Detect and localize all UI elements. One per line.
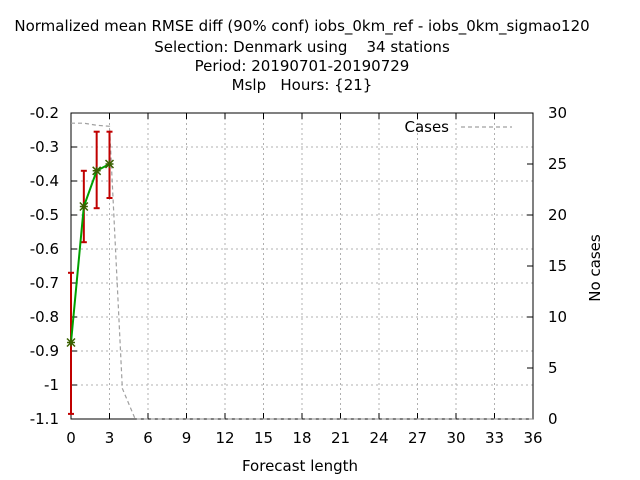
x-axis-label: Forecast length <box>242 457 358 475</box>
y2-axis-ticks: 30 25 20 15 10 5 0 <box>527 104 567 428</box>
legend: Cases <box>404 118 512 136</box>
data-point-marker <box>66 337 76 348</box>
x-tick-label: 36 <box>523 429 542 447</box>
y-tick-label: -0.5 <box>30 206 59 224</box>
data-point-marker <box>104 159 115 169</box>
x-axis-ticks: 0 3 6 9 12 15 18 21 24 27 30 33 36 <box>66 113 543 447</box>
y2-tick-label: 10 <box>548 308 567 326</box>
data-point-marker <box>79 201 89 212</box>
score-line <box>70 163 110 343</box>
y2-tick-label: 15 <box>548 257 567 275</box>
chart-title-line-1: Normalized mean RMSE diff (90% conf) iob… <box>14 17 590 35</box>
legend-label-cases: Cases <box>404 118 449 136</box>
x-tick-label: 21 <box>331 429 350 447</box>
y-tick-label: -0.7 <box>30 274 59 292</box>
x-tick-label: 6 <box>143 429 153 447</box>
x-tick-label: 18 <box>292 429 311 447</box>
y-tick-label: -0.8 <box>30 308 59 326</box>
x-tick-label: 0 <box>66 429 76 447</box>
x-tick-label: 15 <box>254 429 273 447</box>
y-tick-label: -0.2 <box>30 104 59 122</box>
y2-tick-label: 30 <box>548 104 567 122</box>
y-axis-ticks: -0.2 -0.3 -0.4 -0.5 -0.6 -0.7 -0.8 -0.9 -1 -1.1 <box>30 104 77 428</box>
y2-tick-label: 5 <box>548 359 558 377</box>
error-bars <box>68 130 113 415</box>
y-tick-label: -1 <box>44 376 59 394</box>
y2-tick-label: 0 <box>548 410 558 428</box>
data-point-marker <box>92 166 102 176</box>
x-tick-label: 24 <box>369 429 388 447</box>
x-tick-label: 3 <box>105 429 115 447</box>
x-tick-label: 33 <box>485 429 504 447</box>
x-tick-label: 30 <box>446 429 465 447</box>
x-tick-label: 27 <box>408 429 427 447</box>
y-tick-label: -0.4 <box>30 172 59 190</box>
y-tick-label: -0.6 <box>30 240 59 258</box>
chart-title-line-2: Selection: Denmark using 34 stations <box>154 38 450 56</box>
grid-lines <box>71 113 533 419</box>
y-tick-label: -1.1 <box>30 410 59 428</box>
y-tick-label: -0.3 <box>30 138 59 156</box>
y2-tick-label: 20 <box>548 206 567 224</box>
y-tick-label: -0.9 <box>30 342 59 360</box>
chart-title-line-3: Period: 20190701-20190729 <box>194 57 410 75</box>
y2-axis-label: No cases <box>586 234 604 302</box>
score-series <box>66 159 115 348</box>
chart-title-line-4: Mslp Hours: {21} <box>231 76 373 94</box>
x-tick-label: 12 <box>215 429 234 447</box>
x-tick-label: 9 <box>182 429 192 447</box>
y2-tick-label: 25 <box>548 155 567 173</box>
